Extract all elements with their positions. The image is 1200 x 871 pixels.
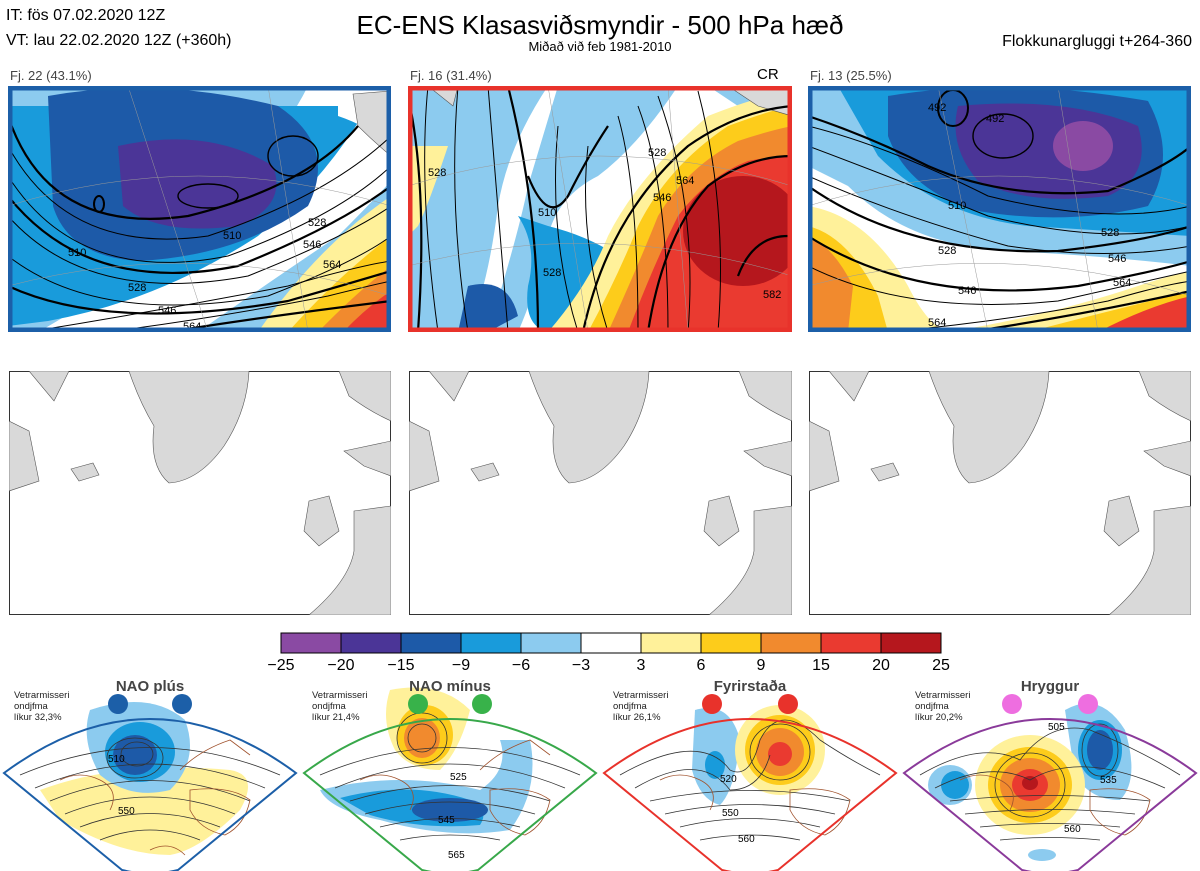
empty-map-3: [809, 371, 1191, 615]
contour-label: 550: [118, 806, 135, 817]
contour-label: 510: [68, 247, 86, 259]
cluster-1-label: Fj. 22 (43.1%): [10, 68, 92, 83]
regime-3-info: Vetrarmisseri ondjfma líkur 26,1%: [613, 690, 668, 723]
contour-label: 582: [763, 289, 781, 301]
cluster-3-label: Fj. 13 (25.5%): [810, 68, 892, 83]
colorbar-swatch: [881, 633, 941, 653]
contour-label: 492: [928, 102, 946, 114]
contour-label: 546: [1108, 253, 1126, 265]
contour-label: 546: [158, 305, 176, 317]
contour-label: 492: [986, 113, 1004, 125]
contour-label: 528: [648, 147, 666, 159]
cluster-3-map: 492 492 510 528 546 564 528 546 564: [808, 86, 1191, 332]
colorbar-tick-label: 6: [681, 657, 721, 675]
contour-label: 528: [938, 245, 956, 257]
contour-label: 510: [538, 207, 556, 219]
colorbar: [280, 632, 940, 654]
colorbar-swatch: [401, 633, 461, 653]
colorbar-swatch: [281, 633, 341, 653]
colorbar-tick-label: −15: [381, 657, 421, 675]
contour-label: 528: [543, 267, 561, 279]
contour-label: 545: [438, 815, 455, 826]
colorbar-tick-label: 15: [801, 657, 841, 675]
colorbar-swatch: [341, 633, 401, 653]
contour-label: 528: [428, 167, 446, 179]
cluster-1-map: 510 510 528 546 528 546 564 564: [8, 86, 391, 332]
contour-label: 560: [738, 834, 755, 845]
colorbar-swatch: [461, 633, 521, 653]
regime-4-info: Vetrarmisseri ondjfma líkur 20,2%: [915, 690, 970, 723]
colorbar-swatch: [521, 633, 581, 653]
colorbar-swatch: [641, 633, 701, 653]
regime-1-name: NAO plús: [108, 678, 192, 695]
contour-label: 546: [303, 239, 321, 251]
regime-3-name: Fyrirstaða: [700, 678, 800, 695]
regime-2-info: Vetrarmisseri ondjfma líkur 21,4%: [312, 690, 367, 723]
colorbar-tick-label: −6: [501, 657, 541, 675]
contour-label: 510: [948, 200, 966, 212]
clustering-window: Flokkunargluggi t+264-360: [1002, 33, 1192, 51]
contour-label: 525: [450, 772, 467, 783]
cluster-2-map: 528 510 528 528 546 564 582: [408, 86, 792, 332]
contour-label: 520: [720, 774, 737, 785]
contour-label: 535: [1100, 775, 1117, 786]
colorbar-swatch: [761, 633, 821, 653]
empty-map-1: [9, 371, 391, 615]
contour-label: 546: [653, 192, 671, 204]
colorbar-tick-label: 9: [741, 657, 781, 675]
regime-4-name: Hryggur: [1000, 678, 1100, 695]
contour-label: 510: [223, 230, 241, 242]
regime-2-name: NAO mínus: [400, 678, 500, 695]
contour-label: 528: [308, 217, 326, 229]
colorbar-swatch: [581, 633, 641, 653]
contour-label: 505: [1048, 722, 1065, 733]
contour-label: 550: [722, 808, 739, 819]
colorbar-tick-label: 25: [921, 657, 961, 675]
contour-label: 564: [323, 259, 341, 271]
contour-label: 560: [1064, 824, 1081, 835]
colorbar-tick-label: −9: [441, 657, 481, 675]
contour-label: 510: [108, 754, 125, 765]
contour-label: 528: [128, 282, 146, 294]
colorbar-swatch: [701, 633, 761, 653]
contour-label: 564: [676, 175, 694, 187]
contour-label: 564: [928, 317, 946, 329]
contour-label: 528: [1101, 227, 1119, 239]
colorbar-tick-label: 20: [861, 657, 901, 675]
cluster-2-badge: CR: [757, 66, 779, 83]
regime-1-info: Vetrarmisseri ondjfma líkur 32,3%: [14, 690, 69, 723]
colorbar-tick-label: −25: [261, 657, 301, 675]
colorbar-tick-label: −3: [561, 657, 601, 675]
contour-label: 564: [1113, 277, 1131, 289]
empty-map-2: [409, 371, 792, 615]
cluster-2-label: Fj. 16 (31.4%): [410, 68, 492, 83]
colorbar-tick-label: 3: [621, 657, 661, 675]
contour-label: 546: [958, 285, 976, 297]
colorbar-tick-label: −20: [321, 657, 361, 675]
colorbar-swatch: [821, 633, 881, 653]
contour-label: 565: [448, 850, 465, 861]
